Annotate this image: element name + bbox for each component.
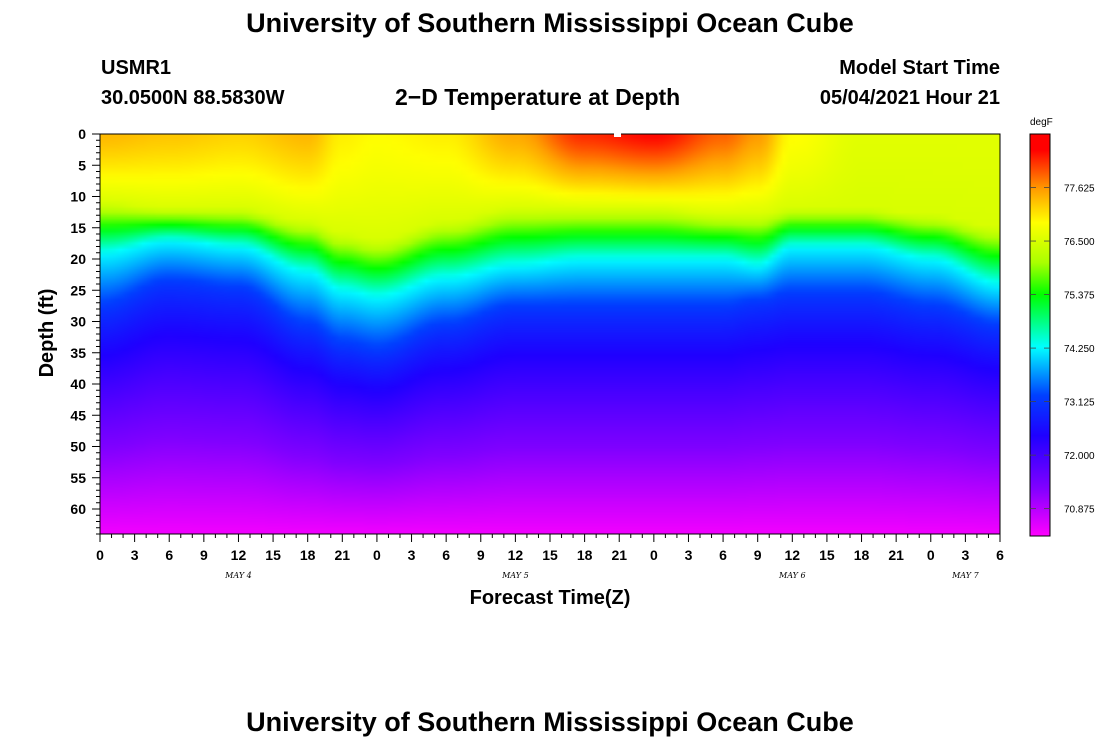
- day-label: MAY 5: [501, 571, 529, 580]
- station-id: USMR1: [101, 57, 172, 79]
- x-tick-label: 15: [265, 547, 281, 563]
- x-tick-label: 0: [927, 547, 935, 563]
- x-tick-label: 12: [231, 547, 247, 563]
- x-tick-label: 18: [300, 547, 316, 563]
- x-tick-label: 12: [508, 547, 524, 563]
- y-tick-label: 40: [70, 376, 86, 392]
- model-start-label: Model Start Time: [839, 57, 1000, 79]
- colorbar-tick-label: 75.375: [1064, 291, 1095, 302]
- x-tick-label: 18: [577, 547, 593, 563]
- temperature-heatmap: [100, 134, 1000, 534]
- x-tick-label: 0: [96, 547, 104, 563]
- y-tick-label: 10: [70, 189, 86, 205]
- x-tick-label: 3: [961, 547, 969, 563]
- page-title-top: University of Southern Mississippi Ocean…: [246, 8, 854, 38]
- y-axis-title: Depth (ft): [36, 289, 58, 378]
- x-tick-label: 6: [719, 547, 727, 563]
- x-axis: 0 3 6 9 12 15 18 21 0 3 6 9 12 15 18 21 0 3 6 9 12 15 18 21 0 3 6 M…: [96, 533, 1004, 580]
- y-tick-label: 35: [70, 345, 86, 361]
- model-start-value: 05/04/2021 Hour 21: [819, 87, 1000, 109]
- y-axis: 0 5 10 15 20 25 30 35 40 45 50 55 60: [70, 126, 101, 535]
- x-tick-label: 9: [477, 547, 485, 563]
- x-tick-label: 3: [408, 547, 416, 563]
- colorbar-units: degF: [1030, 117, 1053, 128]
- surface-marker: [614, 133, 621, 137]
- day-label: MAY 4: [224, 571, 252, 580]
- x-tick-label: 6: [996, 547, 1004, 563]
- y-tick-label: 20: [70, 251, 86, 267]
- y-tick-label: 30: [70, 314, 86, 330]
- x-tick-label: 18: [854, 547, 870, 563]
- colorbar-tick-label: 72.000: [1064, 451, 1095, 462]
- x-tick-label: 0: [373, 547, 381, 563]
- station-coordinates: 30.0500N 88.5830W: [101, 87, 285, 109]
- x-tick-label: 15: [542, 547, 558, 563]
- y-tick-label: 50: [70, 439, 86, 455]
- colorbar-tick-label: 77.625: [1064, 184, 1095, 195]
- colorbar-tick-label: 76.500: [1064, 237, 1095, 248]
- x-axis-title: Forecast Time(Z): [470, 587, 631, 609]
- x-tick-label: 6: [165, 547, 173, 563]
- y-tick-label: 45: [70, 407, 86, 423]
- x-tick-label: 15: [819, 547, 835, 563]
- x-tick-label: 9: [200, 547, 208, 563]
- colorbar-tick-label: 74.250: [1064, 344, 1095, 355]
- x-tick-label: 3: [685, 547, 693, 563]
- x-tick-label: 0: [650, 547, 658, 563]
- x-tick-label: 21: [611, 547, 627, 563]
- y-tick-label: 25: [70, 282, 86, 298]
- day-label: MAY 7: [951, 571, 979, 580]
- x-tick-label: 6: [442, 547, 450, 563]
- y-tick-label: 60: [70, 501, 86, 517]
- chart-subtitle: 2−D Temperature at Depth: [395, 84, 681, 110]
- y-tick-label: 55: [70, 470, 86, 486]
- y-tick-label: 15: [70, 220, 86, 236]
- day-label: MAY 6: [778, 571, 806, 580]
- y-tick-label: 5: [78, 157, 86, 173]
- x-tick-label: 3: [131, 547, 139, 563]
- page-title-bottom: University of Southern Mississippi Ocean…: [246, 707, 854, 737]
- x-tick-label: 9: [754, 547, 762, 563]
- x-tick-label: 21: [335, 547, 351, 563]
- colorbar-tick-label: 70.875: [1064, 505, 1095, 516]
- colorbar: degF 70.875 72.000 73.125 74.250 75.375 76.50…: [1029, 117, 1095, 537]
- x-tick-label: 21: [888, 547, 904, 563]
- colorbar-tick-label: 73.125: [1064, 398, 1095, 409]
- y-tick-label: 0: [78, 126, 86, 142]
- colorbar-gradient: [1029, 133, 1051, 537]
- x-tick-label: 12: [785, 547, 801, 563]
